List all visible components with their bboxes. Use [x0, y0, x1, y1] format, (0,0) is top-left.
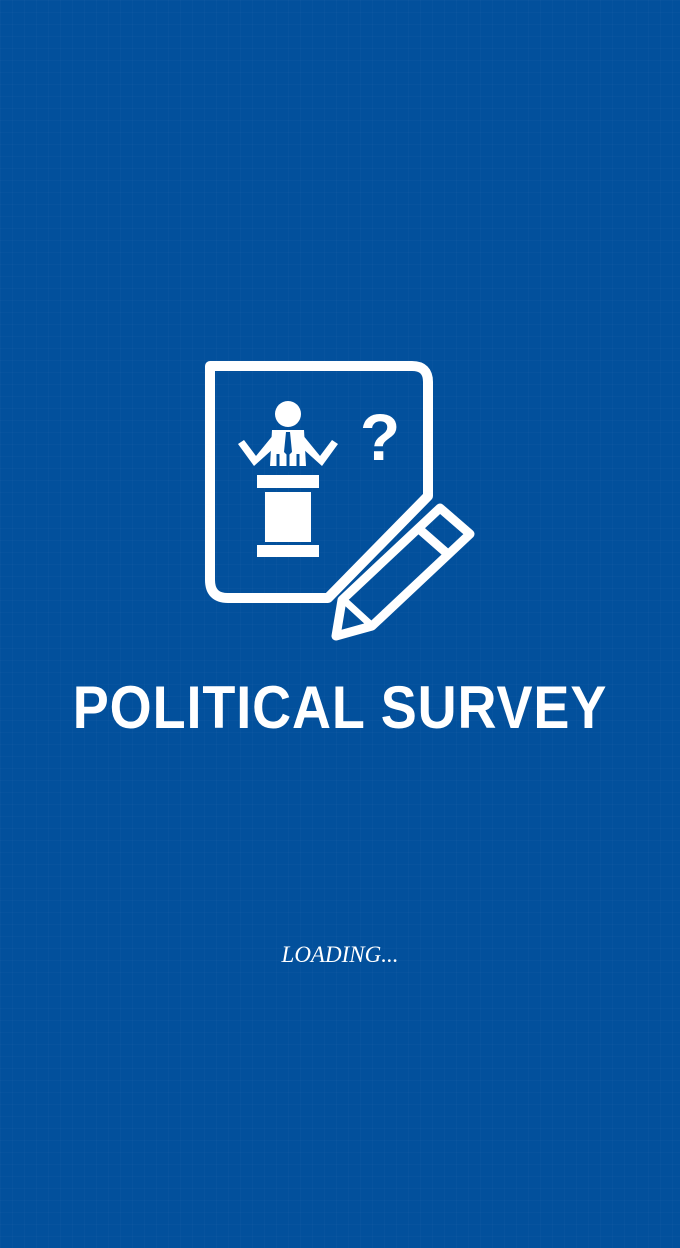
speaker-podium-icon	[238, 401, 338, 557]
app-title: POLITICAL SURVEY	[72, 674, 608, 741]
card-outline	[205, 361, 433, 603]
question-mark-icon: ?	[360, 400, 400, 474]
loading-text: LOADING...	[281, 942, 399, 967]
survey-podium-pencil-icon: ?	[200, 356, 480, 646]
pencil-icon	[331, 503, 475, 641]
svg-text:?: ?	[360, 400, 400, 474]
